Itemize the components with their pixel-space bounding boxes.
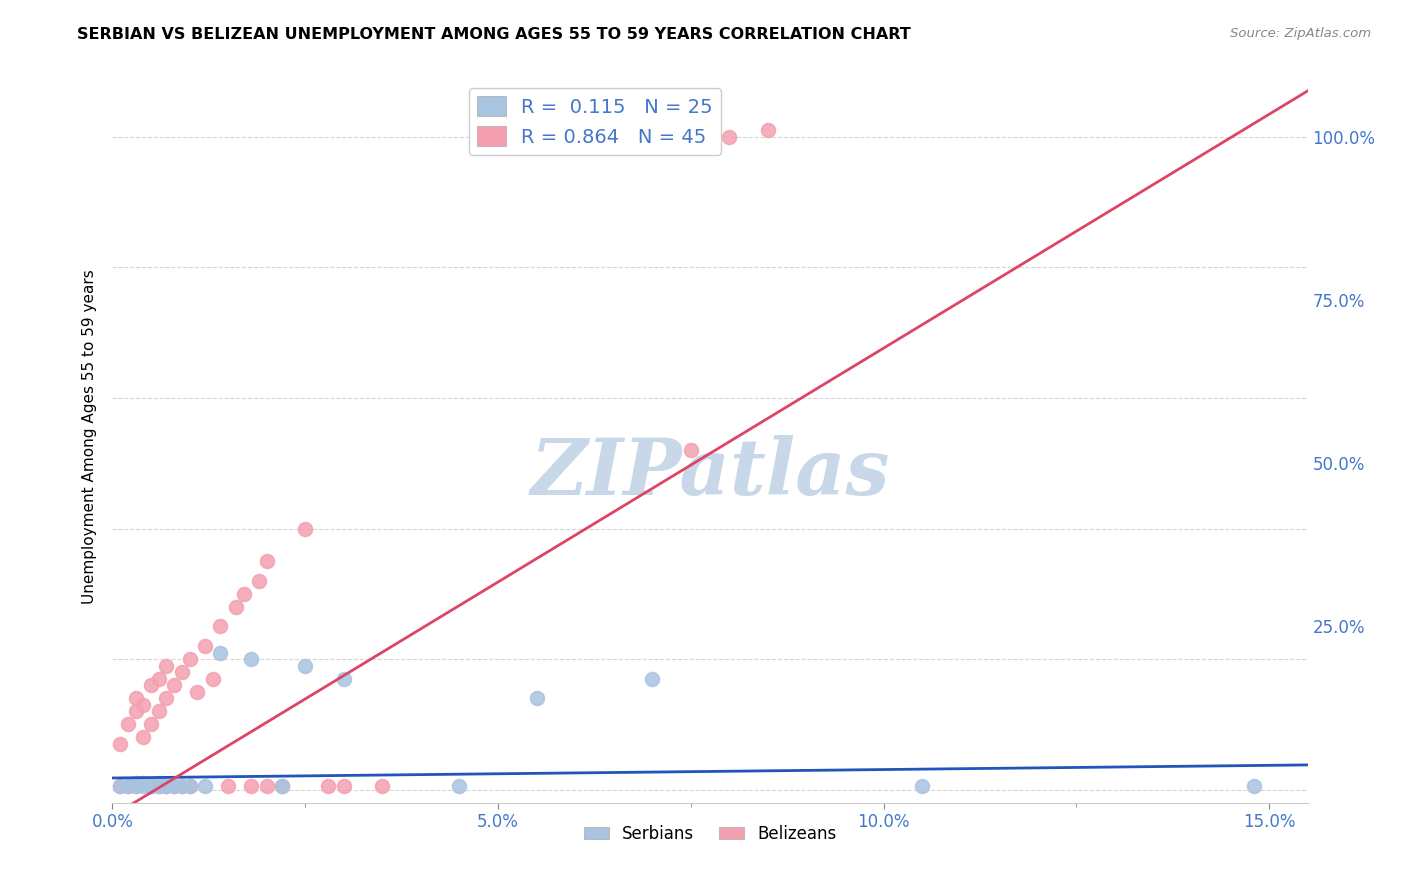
Point	[148, 672, 170, 686]
Text: ZIPatlas: ZIPatlas	[530, 435, 890, 512]
Point	[449, 780, 471, 794]
Point	[139, 780, 162, 794]
Y-axis label: Unemployment Among Ages 55 to 59 years: Unemployment Among Ages 55 to 59 years	[82, 269, 97, 605]
Point	[124, 780, 146, 794]
Point	[117, 780, 139, 794]
Point	[641, 672, 664, 686]
Point	[179, 652, 201, 666]
Point	[179, 780, 201, 794]
Point	[139, 780, 162, 794]
Point	[318, 780, 340, 794]
Point	[333, 672, 356, 686]
Point	[232, 587, 254, 601]
Point	[108, 737, 131, 751]
Point	[170, 665, 193, 680]
Point	[209, 646, 232, 660]
Point	[240, 780, 263, 794]
Point	[124, 780, 146, 794]
Point	[139, 717, 162, 731]
Point	[124, 691, 146, 706]
Point	[209, 619, 232, 633]
Point	[247, 574, 270, 588]
Point	[271, 780, 294, 794]
Point	[132, 698, 155, 712]
Point	[371, 780, 394, 794]
Point	[139, 678, 162, 692]
Point	[564, 129, 586, 144]
Point	[756, 123, 779, 137]
Point	[155, 780, 177, 794]
Point	[256, 780, 278, 794]
Point	[139, 780, 162, 794]
Point	[526, 691, 548, 706]
Point	[194, 639, 217, 653]
Point	[155, 691, 177, 706]
Point	[217, 780, 239, 794]
Point	[163, 780, 186, 794]
Point	[155, 780, 177, 794]
Point	[294, 658, 316, 673]
Point	[132, 731, 155, 745]
Text: SERBIAN VS BELIZEAN UNEMPLOYMENT AMONG AGES 55 TO 59 YEARS CORRELATION CHART: SERBIAN VS BELIZEAN UNEMPLOYMENT AMONG A…	[77, 27, 911, 42]
Point	[132, 776, 155, 790]
Point	[170, 780, 193, 794]
Point	[718, 129, 741, 144]
Point	[108, 780, 131, 794]
Text: Source: ZipAtlas.com: Source: ZipAtlas.com	[1230, 27, 1371, 40]
Point	[163, 678, 186, 692]
Point	[148, 780, 170, 794]
Point	[117, 717, 139, 731]
Point	[201, 672, 224, 686]
Point	[117, 780, 139, 794]
Point	[271, 780, 294, 794]
Point	[602, 123, 624, 137]
Point	[679, 443, 702, 458]
Point	[333, 780, 356, 794]
Point	[170, 780, 193, 794]
Point	[1243, 780, 1265, 794]
Point	[163, 780, 186, 794]
Point	[294, 521, 316, 535]
Legend: Serbians, Belizeans: Serbians, Belizeans	[576, 818, 844, 849]
Point	[148, 776, 170, 790]
Point	[148, 705, 170, 719]
Point	[911, 780, 934, 794]
Point	[155, 658, 177, 673]
Point	[240, 652, 263, 666]
Point	[124, 776, 146, 790]
Point	[124, 705, 146, 719]
Point	[186, 685, 208, 699]
Point	[108, 780, 131, 794]
Point	[179, 780, 201, 794]
Point	[148, 780, 170, 794]
Point	[256, 554, 278, 568]
Point	[225, 599, 247, 614]
Point	[194, 780, 217, 794]
Point	[132, 780, 155, 794]
